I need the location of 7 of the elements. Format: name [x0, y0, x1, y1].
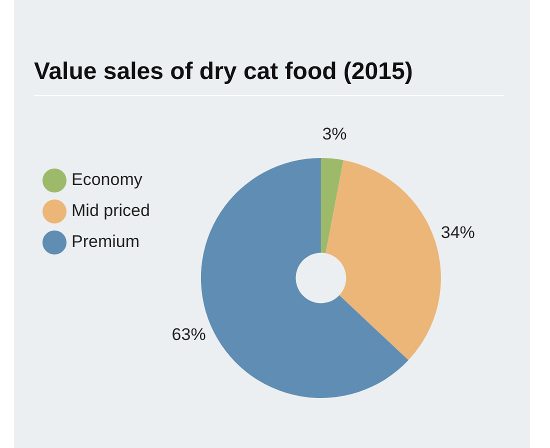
data-label: 34% [440, 223, 475, 242]
legend-label: Mid priced [72, 201, 150, 220]
legend-label: Premium [72, 232, 140, 252]
chart-title: Value sales of dry cat food (2015) [34, 58, 413, 86]
data-label: 3% [322, 124, 347, 144]
legend-label: Economy [72, 170, 143, 190]
data-label: 63% [172, 324, 206, 344]
